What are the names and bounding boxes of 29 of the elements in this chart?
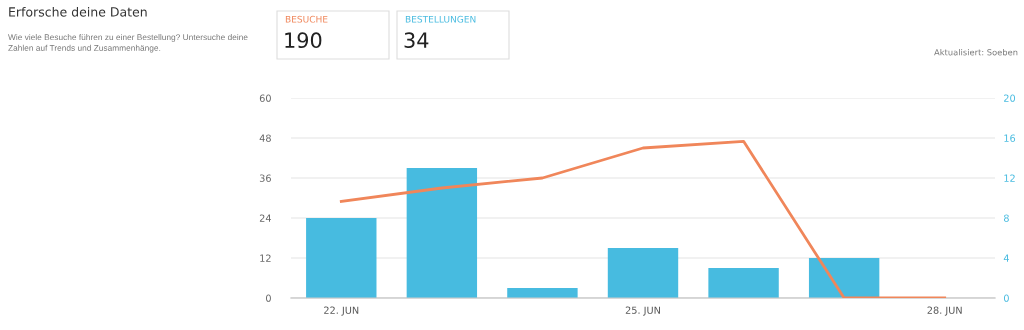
text: Aktualisiert: Soeben <box>934 48 1018 56</box>
text: Erforsche deine Daten <box>9 6 147 17</box>
text: Wie viele Besuche führen zu einer Bestellung? Untersuche deine Zahlen auf Trends und Zusammenhänge. <box>8 34 248 53</box>
bar <box>808 258 880 298</box>
y-tick-label: 0 <box>266 294 271 302</box>
text: BESTELLUNGEN <box>405 15 476 23</box>
y2-tick-label: 12 <box>1004 174 1015 182</box>
y2-tick-label: 20 <box>1004 94 1016 102</box>
bar <box>607 248 679 298</box>
y2-tick-label: 8 <box>1003 214 1009 222</box>
text: 34 <box>404 32 429 49</box>
bar <box>708 268 779 298</box>
x-tick-label: 22. JUN <box>324 306 359 316</box>
bar <box>306 218 377 298</box>
y-tick-label: 36 <box>259 174 271 182</box>
bar <box>406 168 478 298</box>
y-tick-label: 60 <box>259 94 271 102</box>
y2-tick-label: 4 <box>1003 254 1009 262</box>
line-series <box>339 139 947 298</box>
text: BESUCHE <box>285 15 328 23</box>
y-tick-label: 12 <box>260 254 271 262</box>
y2-tick-label: 0 <box>1003 294 1009 302</box>
y-tick-label: 24 <box>259 214 272 222</box>
y-tick-label: 48 <box>259 134 271 142</box>
y2-tick-label: 16 <box>1004 134 1016 142</box>
x-tick-label: 25. JUN <box>625 306 660 316</box>
text: 190 <box>285 32 322 49</box>
x-tick-label: 28. JUN <box>927 306 962 316</box>
bar <box>507 288 578 298</box>
